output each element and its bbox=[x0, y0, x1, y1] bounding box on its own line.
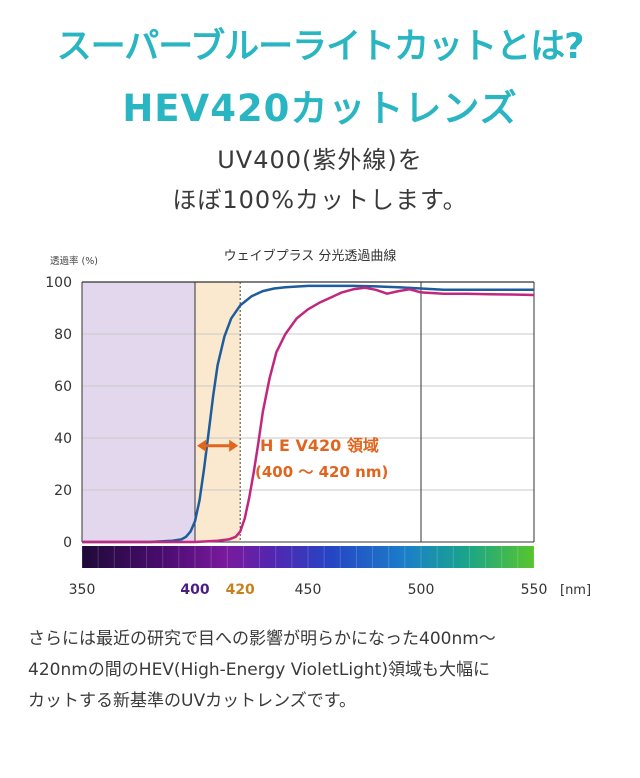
x-tick-label-500: 500 bbox=[408, 582, 435, 598]
spectrum-bar bbox=[82, 546, 534, 568]
subtitle-line-2: ほぼ100%カットします。 bbox=[172, 186, 468, 214]
y-tick-label-0: 0 bbox=[63, 535, 72, 551]
y-tick-label-60: 60 bbox=[54, 379, 72, 395]
series-line-0 bbox=[82, 284, 534, 544]
product-title: HEV420カットレンズ bbox=[122, 87, 518, 130]
shaded-region-0 bbox=[82, 282, 195, 542]
x-tick-label-450: 450 bbox=[295, 582, 322, 598]
x-tick-label-350: 350 bbox=[69, 582, 96, 598]
y-tick-label-80: 80 bbox=[54, 327, 72, 343]
x-tick-label-400: 400 bbox=[180, 582, 209, 598]
description-line-2: 420nmの間のHEV(High-Energy VioletLight)領域も大… bbox=[28, 660, 490, 680]
hev-annotation-line-1: H E V420 領域 bbox=[260, 436, 379, 455]
transmittance-chart: ウェイブプラス 分光透過曲線 透過率 (%) 0 20 40 60 80 100 350 400 4… bbox=[45, 248, 591, 598]
x-tick-label-420: 420 bbox=[226, 582, 255, 598]
description-line-1: さらには最近の研究で目への影響が明らかになった400nm～ bbox=[28, 629, 496, 649]
description-line-3: カットする新基準のUVカットレンズです。 bbox=[28, 691, 357, 711]
y-tick-label-40: 40 bbox=[54, 431, 72, 447]
shaded-region-1 bbox=[195, 282, 241, 542]
chart-title: ウェイブプラス 分光透過曲線 bbox=[224, 248, 397, 264]
y-axis-label: 透過率 (%) bbox=[50, 255, 98, 267]
x-tick-label-550: 550 bbox=[521, 582, 548, 598]
x-axis-unit: [nm] bbox=[560, 583, 591, 598]
subtitle-line-1: UV400(紫外線)を bbox=[217, 146, 423, 174]
hev-annotation-line-2: (400 ～ 420 nm) bbox=[255, 463, 388, 481]
y-tick-label-100: 100 bbox=[45, 275, 72, 291]
hev-arrow-head-left bbox=[197, 439, 206, 452]
hev-arrow-head-right bbox=[229, 439, 239, 452]
description-text: さらには最近の研究で目への影響が明らかになった400nm～ 420nmの間のHE… bbox=[28, 624, 618, 717]
y-tick-label-20: 20 bbox=[54, 483, 72, 499]
main-title: スーパーブルーライトカットとは? bbox=[56, 27, 585, 67]
series-line-1 bbox=[82, 286, 535, 544]
